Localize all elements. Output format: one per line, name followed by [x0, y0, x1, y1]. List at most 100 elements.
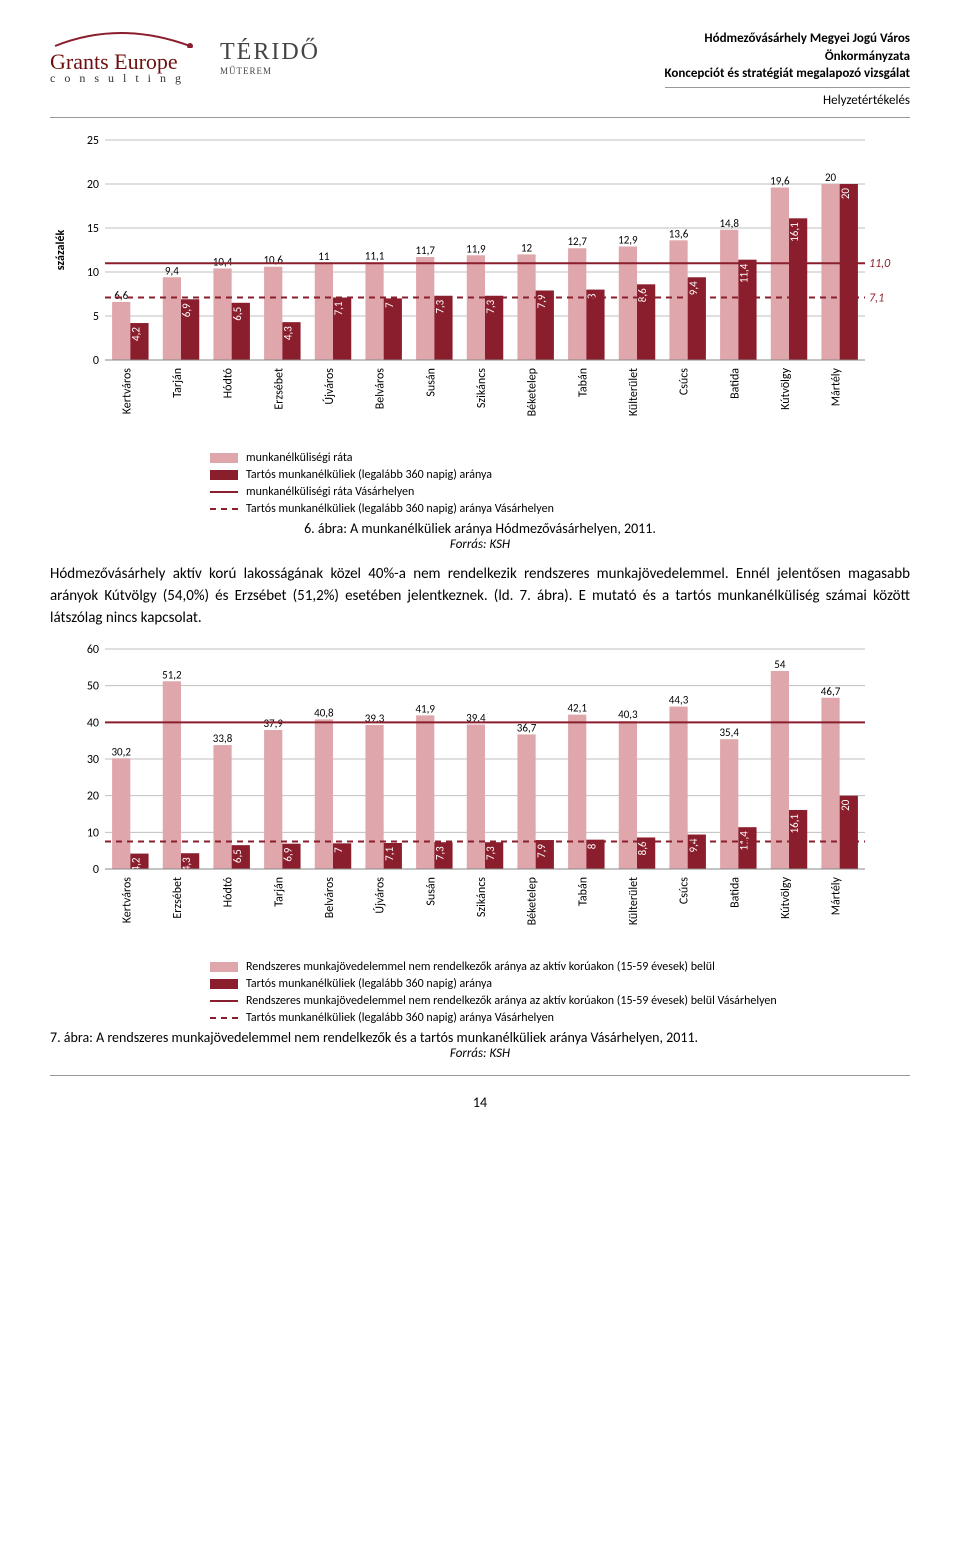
header-logos: Grants Europe c o n s u l t i n g TÉRIDŐ… — [50, 30, 320, 84]
chart-1: 0510152025százalék6,64,2Kertváros9,46,9T… — [50, 130, 910, 516]
svg-text:Béketelep: Béketelep — [526, 368, 540, 416]
legend-item: Rendszeres munkajövedelemmel nem rendelk… — [210, 960, 910, 974]
legend-label: Tartós munkanélküliek (legalább 360 napi… — [246, 1011, 554, 1025]
svg-text:Mártély: Mártély — [830, 877, 844, 916]
svg-text:15: 15 — [87, 222, 99, 236]
svg-text:19,6: 19,6 — [770, 175, 790, 188]
chart-1-legend: munkanélküliségi ráta Tartós munkanélküli… — [210, 451, 910, 516]
svg-text:0: 0 — [93, 863, 99, 877]
svg-text:12: 12 — [521, 242, 533, 255]
logo-terido-sub: MŰTEREM — [220, 66, 320, 76]
svg-text:11,1: 11,1 — [365, 250, 385, 263]
svg-text:60: 60 — [87, 643, 99, 657]
legend-label: Tartós munkanélküliek (legalább 360 napi… — [246, 977, 492, 991]
svg-text:Külterület: Külterület — [627, 877, 641, 925]
svg-text:6,5: 6,5 — [231, 307, 244, 321]
svg-text:40: 40 — [87, 717, 99, 731]
svg-text:Külterület: Külterület — [627, 368, 641, 416]
header-title-2: Önkormányzata — [665, 48, 910, 66]
svg-text:30,2: 30,2 — [111, 746, 131, 759]
chart-2: 010203040506030,24,2Kertváros51,24,3Erzs… — [50, 639, 910, 1025]
svg-text:Újváros: Újváros — [322, 368, 337, 405]
legend-item: Tartós munkanélküliek (legalább 360 napi… — [210, 468, 910, 482]
legend-label: munkanélküliségi ráta — [246, 451, 352, 465]
paragraph-1: Hódmezővásárhely aktív korú lakosságának… — [50, 564, 910, 629]
svg-text:35,4: 35,4 — [719, 727, 739, 740]
svg-text:51,2: 51,2 — [162, 669, 182, 682]
svg-text:42,1: 42,1 — [567, 702, 587, 715]
chart-1-source: Forrás: KSH — [50, 537, 910, 552]
svg-text:46,7: 46,7 — [821, 685, 841, 698]
header-title-1: Hódmezővásárhely Megyei Jogú Város — [665, 30, 910, 48]
logo-terido-text: TÉRIDŐ — [220, 39, 320, 66]
legend-item: munkanélküliségi ráta — [210, 451, 910, 465]
svg-text:százalék: százalék — [54, 230, 68, 271]
legend-label: Rendszeres munkajövedelemmel nem rendelk… — [246, 960, 715, 974]
svg-text:6,9: 6,9 — [180, 303, 193, 317]
logo-grants-europe: Grants Europe c o n s u l t i n g — [50, 30, 200, 84]
svg-text:Szikáncs: Szikáncs — [475, 368, 489, 408]
svg-text:12,7: 12,7 — [567, 235, 587, 248]
svg-text:Batida: Batida — [728, 877, 742, 908]
svg-text:5: 5 — [93, 310, 99, 324]
svg-text:6,5: 6,5 — [231, 850, 244, 864]
svg-text:7,3: 7,3 — [433, 846, 446, 860]
svg-text:10,6: 10,6 — [263, 254, 283, 267]
logo-terido: TÉRIDŐ MŰTEREM — [220, 39, 320, 76]
svg-text:8,6: 8,6 — [636, 841, 649, 855]
svg-text:Erzsébet: Erzsébet — [171, 877, 185, 919]
svg-text:7,3: 7,3 — [484, 846, 497, 860]
svg-text:Susán: Susán — [424, 368, 438, 397]
svg-text:20: 20 — [839, 188, 852, 200]
svg-text:6,6: 6,6 — [114, 289, 128, 302]
svg-text:Hódtó: Hódtó — [222, 368, 236, 398]
svg-text:Hódtó: Hódtó — [222, 877, 236, 907]
legend-label: Tartós munkanélküliek (legalább 360 napi… — [246, 468, 492, 482]
svg-text:4,3: 4,3 — [281, 326, 294, 340]
svg-text:16,1: 16,1 — [788, 222, 801, 242]
svg-text:Csúcs: Csúcs — [678, 368, 692, 395]
legend-item: Tartós munkanélküliek (legalább 360 napi… — [210, 1011, 910, 1025]
svg-text:30: 30 — [87, 753, 99, 767]
header-title-4: Helyzetértékelés — [665, 92, 910, 110]
legend-item: Tartós munkanélküliek (legalább 360 napi… — [210, 977, 910, 991]
svg-text:7,3: 7,3 — [484, 300, 497, 314]
svg-text:13,6: 13,6 — [669, 228, 689, 241]
page-header: Grants Europe c o n s u l t i n g TÉRIDŐ… — [50, 30, 910, 118]
svg-text:8,6: 8,6 — [636, 288, 649, 302]
svg-text:Tarján: Tarján — [272, 877, 286, 907]
header-right: Hódmezővásárhely Megyei Jogú Város Önkor… — [665, 30, 910, 109]
chart-2-source: Forrás: KSH — [50, 1046, 910, 1061]
legend-label: Tartós munkanélküliek (legalább 360 napi… — [246, 502, 554, 516]
svg-text:Mártély: Mártély — [830, 368, 844, 407]
svg-text:Szikáncs: Szikáncs — [475, 877, 489, 917]
header-title-3: Koncepciót és stratégiát megalapozó vizs… — [665, 65, 910, 88]
svg-text:10: 10 — [87, 827, 99, 841]
svg-text:40,8: 40,8 — [314, 707, 334, 720]
svg-text:4,2: 4,2 — [129, 327, 142, 341]
svg-text:50: 50 — [87, 680, 99, 694]
svg-text:7: 7 — [383, 302, 396, 308]
svg-text:16,1: 16,1 — [788, 814, 801, 834]
svg-text:11,7: 11,7 — [415, 244, 435, 257]
svg-text:Belváros: Belváros — [374, 368, 388, 410]
svg-text:Susán: Susán — [424, 877, 438, 906]
page-number: 14 — [50, 1094, 910, 1111]
svg-text:Kútvölgy: Kútvölgy — [779, 368, 793, 410]
svg-text:44,3: 44,3 — [669, 694, 689, 707]
svg-text:20: 20 — [87, 178, 99, 192]
svg-text:Kertváros: Kertváros — [120, 877, 134, 924]
logo-grants-sub: c o n s u l t i n g — [50, 73, 200, 84]
svg-text:12,9: 12,9 — [618, 234, 638, 247]
chart-2-legend: Rendszeres munkajövedelemmel nem rendelk… — [210, 960, 910, 1025]
svg-text:37,9: 37,9 — [263, 717, 283, 730]
svg-text:10: 10 — [87, 266, 99, 280]
svg-text:8: 8 — [585, 844, 598, 850]
svg-text:54: 54 — [774, 658, 786, 671]
chart-1-caption: 6. ábra: A munkanélküliek aránya Hódmező… — [50, 520, 910, 537]
svg-text:7,1: 7,1 — [869, 292, 884, 306]
svg-text:Újváros: Újváros — [373, 877, 388, 914]
legend-item: Tartós munkanélküliek (legalább 360 napi… — [210, 502, 910, 516]
chart-2-caption: 7. ábra: A rendszeres munkajövedelemmel … — [50, 1029, 910, 1046]
chart-2-svg: 010203040506030,24,2Kertváros51,24,3Erzs… — [50, 639, 910, 949]
